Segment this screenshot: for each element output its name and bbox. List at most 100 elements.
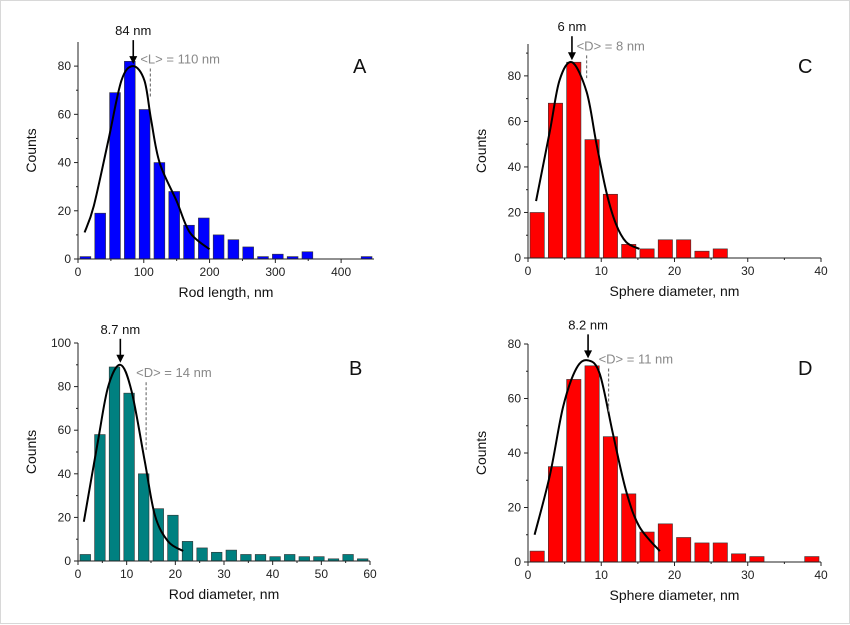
histogram-bar (269, 556, 281, 562)
y-axis-label: Counts (473, 431, 489, 475)
x-tick-label: 40 (266, 567, 280, 581)
y-tick-label: 0 (514, 251, 521, 265)
histogram-bar (712, 248, 728, 259)
y-tick-label: 40 (58, 467, 72, 481)
histogram-bar (639, 248, 655, 259)
histogram-bar (242, 246, 254, 260)
x-tick-label: 20 (169, 567, 183, 581)
x-tick-label: 30 (741, 568, 755, 582)
histogram-bar (124, 60, 136, 260)
x-tick-label: 200 (200, 265, 220, 279)
mean-label: <D> = 8 nm (577, 38, 645, 53)
x-tick-label: 0 (525, 568, 532, 582)
histogram-bar (804, 556, 820, 563)
panel-a: 0 100 200 300 400 0 20 40 60 80 Rod length, nm Coun… (23, 23, 374, 300)
histogram-bar (584, 365, 600, 563)
histogram-bar (298, 556, 310, 562)
x-axis-label: Sphere diameter, nm (610, 587, 740, 603)
arrow-head-icon (129, 56, 138, 65)
histogram-bar (123, 392, 135, 562)
panel-letter: B (349, 358, 362, 380)
mean-label: <D> = 14 nm (136, 365, 212, 380)
y-tick-label: 80 (58, 59, 72, 73)
histogram-bar (529, 212, 545, 259)
histogram-bar (211, 551, 223, 562)
y-tick-label: 20 (508, 205, 522, 219)
histogram-bar (657, 523, 673, 563)
y-tick-label: 80 (508, 69, 522, 83)
panel-d: 0 10 20 30 40 0 20 40 60 80 Sphere diameter, nm Cou… (473, 317, 828, 603)
x-tick-label: 300 (265, 265, 285, 279)
panel-b: 0 10 20 30 40 50 60 0 20 40 60 80 100 Rod diameter, n… (23, 322, 377, 602)
histogram-bar (196, 547, 208, 562)
histogram-bar (712, 542, 728, 563)
histogram-bar (694, 250, 710, 259)
x-tick-label: 0 (75, 265, 82, 279)
histogram-bar (108, 366, 121, 562)
x-tick-label: 0 (75, 567, 82, 581)
y-axis-label: Counts (23, 430, 39, 474)
histogram-bar (313, 556, 325, 562)
y-axis-label: Counts (473, 129, 489, 173)
fit-curve (83, 65, 211, 251)
histogram-bar (749, 556, 765, 563)
x-tick-label: 10 (120, 567, 134, 581)
histogram-bar (676, 537, 692, 563)
x-tick-label: 20 (668, 264, 682, 278)
x-tick-label: 40 (814, 568, 828, 582)
y-tick-label: 80 (508, 337, 522, 351)
y-tick-label: 0 (64, 252, 71, 266)
histogram-bar (225, 549, 237, 562)
x-tick-label: 10 (595, 568, 609, 582)
y-tick-label: 20 (58, 204, 72, 218)
histogram-bar (602, 436, 618, 563)
x-tick-label: 100 (134, 265, 154, 279)
peak-label: 8.7 nm (100, 322, 140, 337)
y-tick-label: 80 (58, 380, 72, 394)
histogram-bar (342, 554, 354, 562)
y-tick-label: 0 (514, 555, 521, 569)
arrow-head-icon (116, 354, 125, 363)
x-tick-label: 30 (217, 567, 231, 581)
histogram-bar (657, 239, 673, 259)
histogram-bar (301, 251, 314, 260)
x-tick-label: 40 (814, 264, 828, 278)
histogram-bar (181, 541, 194, 562)
histogram-bar (272, 253, 284, 260)
histogram-bar (548, 466, 563, 563)
histogram-bar (227, 239, 240, 260)
histogram-bar (240, 554, 252, 562)
histogram-bar (566, 379, 582, 563)
y-tick-label: 60 (58, 107, 72, 121)
x-tick-label: 0 (525, 264, 532, 278)
histogram-bar (254, 554, 267, 562)
x-tick-label: 60 (363, 567, 377, 581)
x-tick-label: 50 (315, 567, 329, 581)
y-tick-label: 40 (508, 160, 522, 174)
y-tick-label: 20 (58, 510, 72, 524)
histogram-bar (138, 473, 150, 562)
histogram-bar (584, 139, 600, 259)
histogram-bar (676, 239, 692, 259)
fit-curve (535, 60, 640, 250)
histogram-bar (284, 554, 296, 562)
x-axis-label: Rod diameter, nm (169, 586, 280, 602)
y-tick-label: 60 (58, 423, 72, 437)
histogram-bar (566, 61, 582, 259)
y-tick-label: 40 (508, 446, 522, 460)
y-tick-label: 0 (64, 554, 71, 568)
y-tick-label: 100 (51, 336, 71, 350)
histogram-bar (79, 554, 91, 562)
arrow-head-icon (584, 350, 593, 359)
x-tick-label: 10 (595, 264, 609, 278)
histogram-bar (198, 217, 210, 260)
histogram-bar (94, 212, 106, 260)
histogram-bar (153, 162, 166, 260)
panel-letter: C (798, 56, 812, 78)
fit-curve (533, 359, 661, 552)
histogram-bar (109, 92, 121, 260)
panel-letter: D (798, 358, 812, 380)
fit-curve (82, 363, 184, 552)
